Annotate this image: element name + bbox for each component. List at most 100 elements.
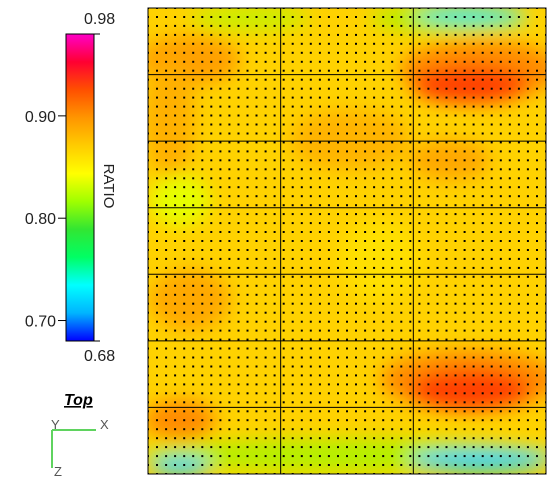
node-marker: [264, 338, 267, 341]
node-marker: [427, 257, 430, 260]
node-marker: [300, 284, 303, 287]
node-marker: [156, 105, 158, 108]
node-marker: [219, 446, 222, 449]
node-marker: [237, 455, 240, 458]
node-marker: [201, 302, 204, 305]
node-marker: [409, 42, 412, 45]
node-marker: [192, 266, 195, 269]
node-marker: [318, 257, 321, 260]
node-marker: [436, 293, 439, 296]
node-marker: [174, 168, 177, 171]
node-marker: [174, 464, 177, 466]
node-marker: [490, 213, 493, 216]
node-marker: [156, 168, 158, 171]
node-marker: [490, 195, 493, 198]
node-marker: [427, 33, 430, 36]
node-marker: [355, 60, 357, 63]
node-marker: [463, 428, 466, 431]
node-marker: [291, 401, 294, 404]
node-marker: [346, 249, 348, 251]
node-marker: [472, 320, 475, 323]
node-marker: [291, 33, 294, 36]
node-marker: [210, 141, 213, 144]
node-marker: [499, 186, 502, 189]
node-marker: [219, 33, 222, 36]
node-marker: [427, 410, 430, 413]
node-marker: [445, 186, 448, 189]
node-marker: [165, 311, 168, 314]
node-marker: [391, 24, 394, 27]
node-marker: [309, 78, 312, 81]
node-marker: [282, 96, 285, 99]
node-marker: [490, 60, 493, 63]
node-marker: [409, 266, 412, 269]
node-marker: [472, 464, 475, 466]
node-marker: [517, 275, 520, 278]
node-marker: [382, 266, 385, 269]
node-marker: [346, 42, 348, 45]
node-marker: [409, 87, 412, 90]
node-marker: [192, 186, 195, 189]
node-marker: [327, 141, 330, 144]
colorbar-tick-label-2: 0.70: [25, 314, 56, 331]
node-marker: [436, 87, 439, 90]
node-marker: [337, 78, 339, 81]
node-marker: [499, 383, 502, 386]
node-marker: [300, 329, 303, 332]
node-marker: [400, 240, 403, 242]
node-marker: [346, 195, 348, 198]
node-marker: [165, 123, 168, 126]
node-marker: [219, 311, 222, 314]
node-marker: [210, 222, 213, 225]
node-marker: [373, 383, 376, 386]
node-marker: [282, 78, 285, 81]
node-marker: [445, 231, 448, 233]
node-marker: [418, 195, 421, 198]
node-marker: [300, 159, 303, 162]
node-marker: [355, 96, 357, 99]
node-marker: [436, 69, 439, 72]
node-marker: [526, 266, 529, 269]
node-marker: [436, 177, 439, 180]
node-marker: [183, 213, 186, 216]
node-marker: [255, 78, 258, 81]
node-marker: [454, 392, 457, 395]
node-marker: [192, 284, 195, 287]
node-marker: [255, 302, 258, 305]
node-marker: [418, 132, 421, 135]
node-marker: [364, 96, 367, 99]
node-marker: [337, 69, 339, 72]
node-marker: [210, 356, 213, 359]
node-marker: [427, 455, 430, 458]
node-marker: [174, 78, 177, 81]
node-marker: [264, 383, 267, 386]
node-marker: [291, 159, 294, 162]
node-marker: [300, 78, 303, 81]
node-marker: [463, 311, 466, 314]
node-marker: [183, 150, 186, 153]
node-marker: [382, 410, 385, 413]
node-marker: [400, 257, 403, 260]
node-marker: [174, 186, 177, 189]
node-marker: [382, 401, 385, 404]
node-marker: [309, 266, 312, 269]
node-marker: [409, 464, 412, 466]
node-marker: [373, 204, 376, 207]
node-marker: [273, 24, 276, 27]
node-marker: [165, 132, 168, 135]
node-marker: [499, 419, 502, 422]
node-marker: [472, 374, 475, 377]
node-marker: [210, 123, 213, 126]
node-marker: [436, 204, 439, 207]
node-marker: [490, 141, 493, 144]
node-marker: [219, 374, 222, 377]
node-marker: [463, 383, 466, 386]
node-marker: [427, 177, 430, 180]
node-marker: [536, 464, 538, 466]
node-marker: [183, 401, 186, 404]
node-marker: [364, 240, 367, 242]
node-marker: [463, 293, 466, 296]
node-marker: [201, 338, 204, 341]
node-marker: [418, 428, 421, 431]
node-marker: [517, 455, 520, 458]
